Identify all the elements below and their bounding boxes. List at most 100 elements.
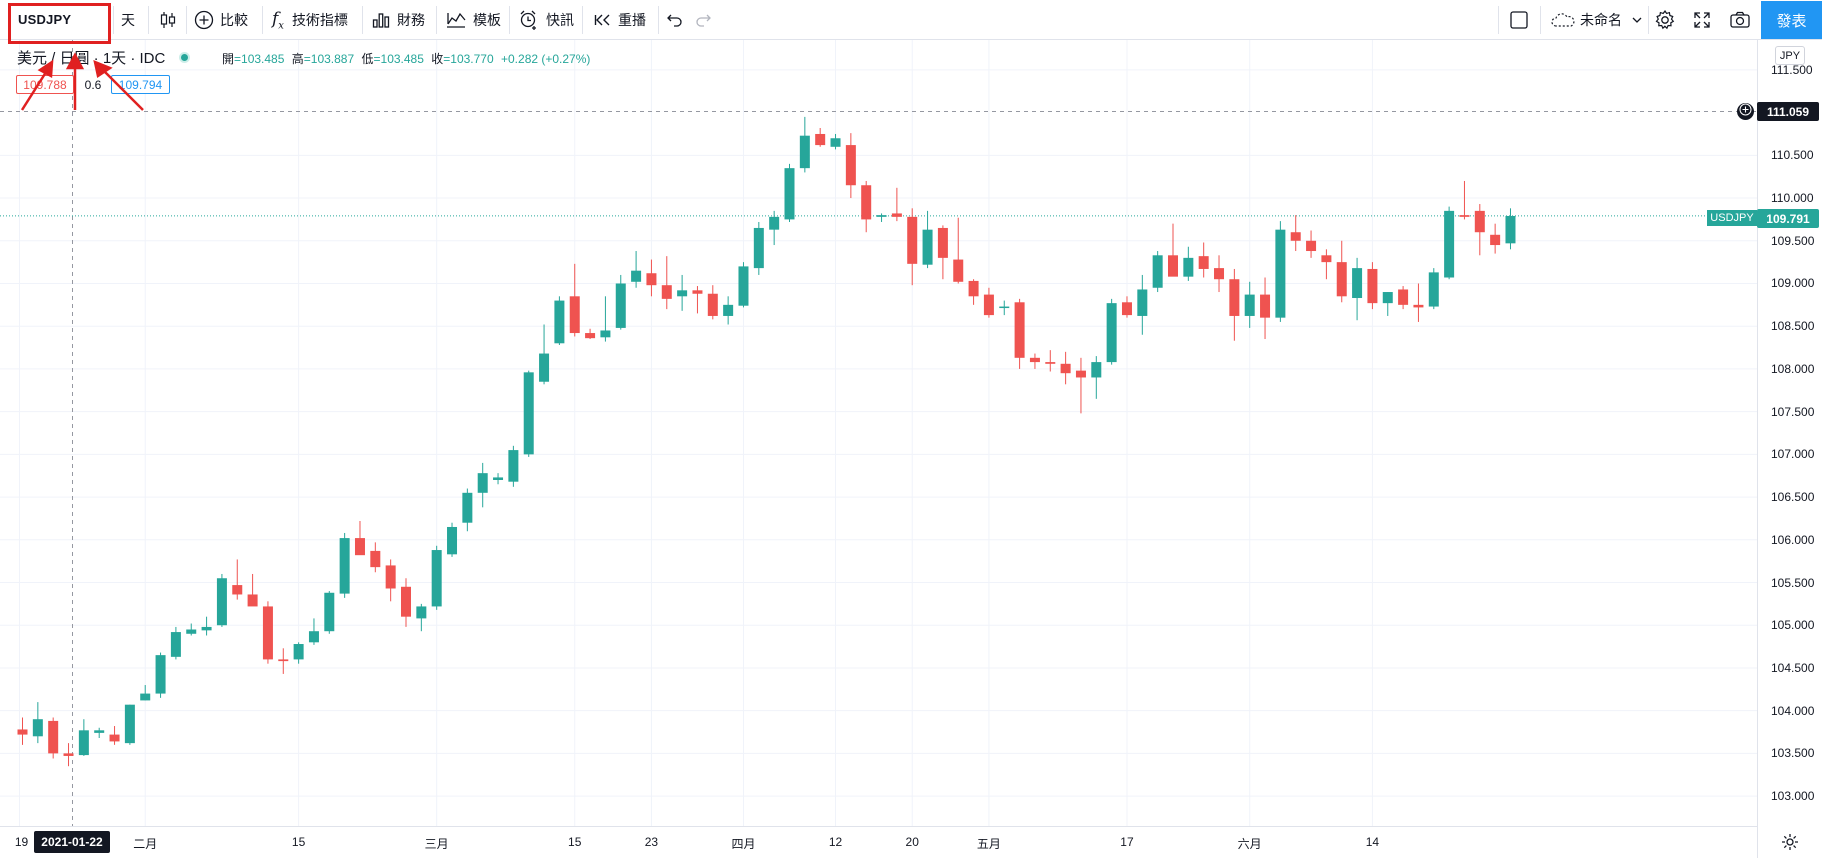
candle	[1382, 292, 1393, 316]
price-axis-label: 106.000	[1771, 532, 1815, 547]
templates-button[interactable]: 模板	[445, 0, 501, 40]
candle-body	[17, 729, 28, 735]
cloud-icon	[1550, 11, 1576, 29]
candle-body	[32, 719, 43, 737]
candle	[1198, 242, 1209, 278]
candle	[1029, 353, 1040, 369]
candle-body	[201, 626, 212, 631]
interval-label: 天	[121, 12, 135, 28]
candle	[155, 652, 166, 698]
candle	[477, 462, 488, 508]
alert-label: 快訊	[546, 12, 574, 28]
candle-body	[1275, 229, 1286, 318]
financials-button[interactable]: 財務	[371, 0, 425, 40]
crosshair	[0, 40, 1757, 826]
candle	[462, 488, 473, 532]
candle-body	[308, 631, 319, 643]
chevron-down-icon	[1632, 16, 1642, 24]
compare-button[interactable]: 比較	[194, 0, 248, 40]
candle	[539, 324, 550, 385]
time-axis[interactable]	[0, 826, 1757, 858]
gear-icon	[1654, 9, 1676, 31]
candle	[1214, 255, 1225, 293]
candle-body	[646, 273, 657, 286]
crosshair-plus-button[interactable]	[1737, 103, 1754, 120]
candle	[354, 520, 365, 556]
candle	[1106, 298, 1117, 365]
candle	[186, 623, 197, 636]
candle-body	[293, 644, 304, 660]
spread-value: 0.6	[78, 75, 108, 94]
candle	[1229, 268, 1240, 341]
candle-body	[278, 659, 289, 662]
candle	[17, 717, 28, 745]
candle-body	[155, 655, 166, 694]
candle-body	[1459, 215, 1470, 217]
axis-settings-button[interactable]	[1780, 832, 1800, 857]
snapshot-button[interactable]	[1729, 0, 1751, 40]
toolbar-divider	[436, 6, 437, 34]
price-axis-label: 104.000	[1771, 703, 1815, 718]
indicators-button[interactable]: fx 技術指標	[272, 0, 348, 40]
candle	[861, 180, 872, 233]
candle	[646, 259, 657, 297]
buy-price-button[interactable]: 109.794	[111, 75, 170, 94]
candle	[1459, 180, 1470, 220]
fullscreen-button[interactable]	[1692, 0, 1712, 40]
square-icon	[1509, 10, 1529, 30]
candle-body	[262, 606, 273, 660]
series-title: 美元 / 日圓 · 1天 · IDC	[17, 49, 166, 67]
compare-label: 比較	[220, 12, 248, 28]
candle	[324, 591, 335, 634]
low-value: =103.485	[373, 52, 424, 66]
candle	[1398, 286, 1409, 310]
alert-button[interactable]: 快訊	[518, 0, 574, 40]
candle-body	[124, 704, 135, 744]
settings-button[interactable]	[1654, 0, 1676, 40]
series-legend[interactable]: 美元 / 日圓 · 1天 · IDC	[17, 46, 191, 68]
candle	[631, 251, 642, 288]
candle	[922, 210, 933, 269]
sell-price-button[interactable]: 109.788	[16, 75, 74, 94]
chart-type-button[interactable]	[158, 0, 178, 40]
candle	[1014, 298, 1025, 369]
select-layout-button[interactable]	[1509, 0, 1529, 40]
settings-icon	[1780, 834, 1800, 856]
high-value: =103.887	[303, 52, 355, 66]
currency-button[interactable]: JPY	[1775, 46, 1805, 65]
price-axis-label: 110.000	[1771, 191, 1814, 206]
redo-button[interactable]	[694, 0, 712, 40]
candle	[1091, 356, 1102, 399]
price-axis[interactable]	[1757, 40, 1822, 858]
candle	[937, 225, 948, 280]
candle	[293, 642, 304, 664]
fullscreen-icon	[1692, 10, 1712, 30]
candle-body	[431, 550, 442, 607]
candle	[1352, 257, 1363, 321]
candle-body	[1244, 294, 1255, 316]
candle-body	[247, 594, 258, 607]
candle-body	[738, 266, 749, 306]
layout-name-button[interactable]: 未命名	[1550, 0, 1642, 40]
candle	[1045, 350, 1056, 372]
candle	[692, 286, 703, 314]
replay-icon	[594, 12, 612, 28]
publish-button[interactable]: 發表	[1761, 1, 1822, 39]
candles-icon	[158, 10, 178, 30]
replay-button[interactable]: 重播	[594, 0, 646, 40]
candle	[753, 221, 764, 275]
candle	[370, 542, 381, 573]
time-axis-label: 六月	[1237, 837, 1262, 851]
candle	[1444, 206, 1455, 280]
price-axis-label: 103.000	[1771, 789, 1815, 804]
candle	[1306, 230, 1317, 258]
interval-button[interactable]: 天	[121, 0, 135, 40]
symbol-search-button[interactable]: USDJPY	[18, 12, 72, 27]
price-axis-label: 107.500	[1771, 404, 1815, 419]
undo-button[interactable]	[666, 0, 684, 40]
toolbar-divider	[186, 6, 187, 34]
time-axis-label: 19	[14, 835, 29, 849]
candle-body	[1214, 268, 1225, 280]
candle-body	[1382, 292, 1393, 304]
